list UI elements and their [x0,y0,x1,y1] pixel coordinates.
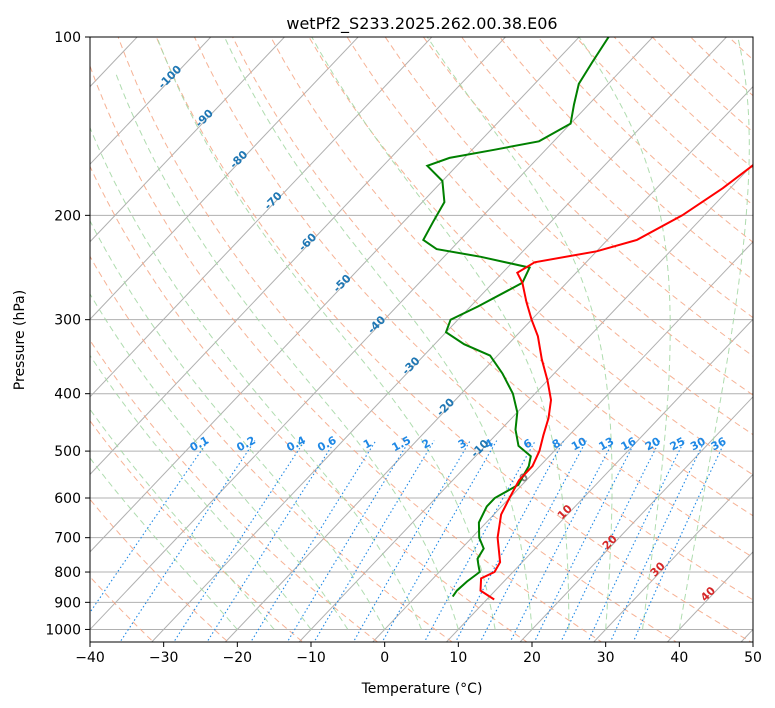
isotherm-line [224,85,753,642]
dewpoint-line [421,37,610,598]
x-tick-label: −20 [223,650,253,666]
y-tick-label: 700 [54,531,81,547]
dry-adiabat [422,37,753,357]
moist-adiabat [224,37,533,630]
y-tick-label: 300 [54,313,81,329]
mixing-ratio-line [533,440,637,642]
plot-frame [89,36,754,643]
moist-adiabat [115,72,459,630]
mixing-ratio-lines [90,440,726,642]
isotherm-line [445,318,753,642]
dry-adiabat [90,575,155,642]
dry-adiabat [90,165,528,642]
isotherm-line [298,163,753,642]
moist-adiabat [90,126,422,630]
moist-adiabat [90,293,349,630]
isotherm-line [90,37,507,476]
y-tick-label: 600 [54,491,81,507]
moist-adiabat [578,37,671,630]
isotherm-line [90,37,433,398]
dry-adiabat [270,37,753,517]
x-tick-label: −30 [149,650,179,666]
y-axis-ticks: 100 200 300 400 500 600 700 800 900 1000 [45,30,90,638]
mixing-ratio-line [509,440,615,642]
moist-adiabat [311,37,570,630]
x-tick-label: −40 [75,650,105,666]
dry-adiabat [90,339,379,642]
mixing-ratio-line [560,440,661,642]
plot-area: 0.1 0.2 0.4 0.6 1 1.5 2 3 4 6 8 10 13 16 20 25 30 36 0102… [90,37,753,642]
x-tick-label: 0 [380,650,389,666]
chart-title: wetPf2_S233.2025.262.00.38.E06 [286,14,557,34]
moist-adiabat [90,457,238,630]
moist-adiabat [426,37,613,630]
mixing-ratio-line [313,440,435,642]
dry-adiabat [232,37,753,558]
mixing-ratio-line [173,440,306,642]
x-axis-ticks: −40 −30 −20 −10 0 10 20 30 40 50 [75,642,762,666]
isotherm-line [372,241,753,642]
isotherm-line [90,37,212,165]
y-tick-label: 200 [54,208,81,224]
mixing-ratio-label: 36 [709,435,729,454]
dry-adiabat [155,37,752,642]
dry-adiabat [90,255,454,642]
isotherm-line [90,37,286,243]
y-axis-label: Pressure (hPa) [12,290,28,390]
mixing-ratio-label: 10 [569,435,589,454]
x-tick-label: 30 [597,650,615,666]
mixing-ratio-line [454,440,565,642]
moist-adiabat [90,219,386,630]
dry-adiabat [460,37,753,319]
dry-adiabat [90,420,304,642]
pressure-gridlines [90,37,753,630]
y-tick-label: 400 [54,387,81,403]
moist-adiabat [678,37,750,630]
mixing-ratio-label: 30 [688,435,708,454]
mixing-ratio-line [352,440,471,642]
moist-adiabat-lines [90,37,750,630]
dry-adiabat [90,64,603,642]
mixing-ratio-line [206,440,336,642]
dry-adiabat [193,37,753,601]
y-tick-label: 1000 [45,622,81,638]
y-tick-label: 100 [54,30,81,46]
mixing-ratio-line [423,440,536,642]
moist-adiabat [90,408,275,630]
isotherm-line [151,37,728,642]
isotherm-line [593,473,753,642]
x-tick-label: 40 [670,650,688,666]
mixing-ratio-line [587,440,685,642]
x-tick-label: 20 [523,650,541,666]
mixing-ratio-line [119,440,256,642]
isotherm-line [90,37,359,320]
y-tick-label: 500 [54,444,81,460]
temperature-line [479,163,753,601]
y-tick-label: 800 [54,565,81,581]
mixing-ratio-label: 13 [597,435,617,454]
dry-adiabat [90,498,229,642]
dry-adiabat [117,37,678,642]
moist-adiabat [156,37,496,630]
y-tick-label: 900 [54,595,81,611]
isotherm-lines [90,37,753,642]
mixing-ratio-label: 20 [643,435,663,454]
mixing-ratio-label: 25 [668,435,688,454]
x-tick-label: −10 [296,650,326,666]
mixing-ratio-line [381,440,498,642]
x-tick-label: 10 [449,650,467,666]
isotherm-line [90,37,580,553]
mixing-ratio-line [632,440,726,642]
mixing-ratio-line [479,440,587,642]
dry-adiabat [308,37,753,476]
x-axis-label: Temperature (°C) [361,681,483,697]
x-tick-label: 50 [744,650,762,666]
mixing-ratio-label: 16 [619,435,639,454]
isotherm-line [519,396,753,642]
dry-adiabat-lines [90,37,753,642]
